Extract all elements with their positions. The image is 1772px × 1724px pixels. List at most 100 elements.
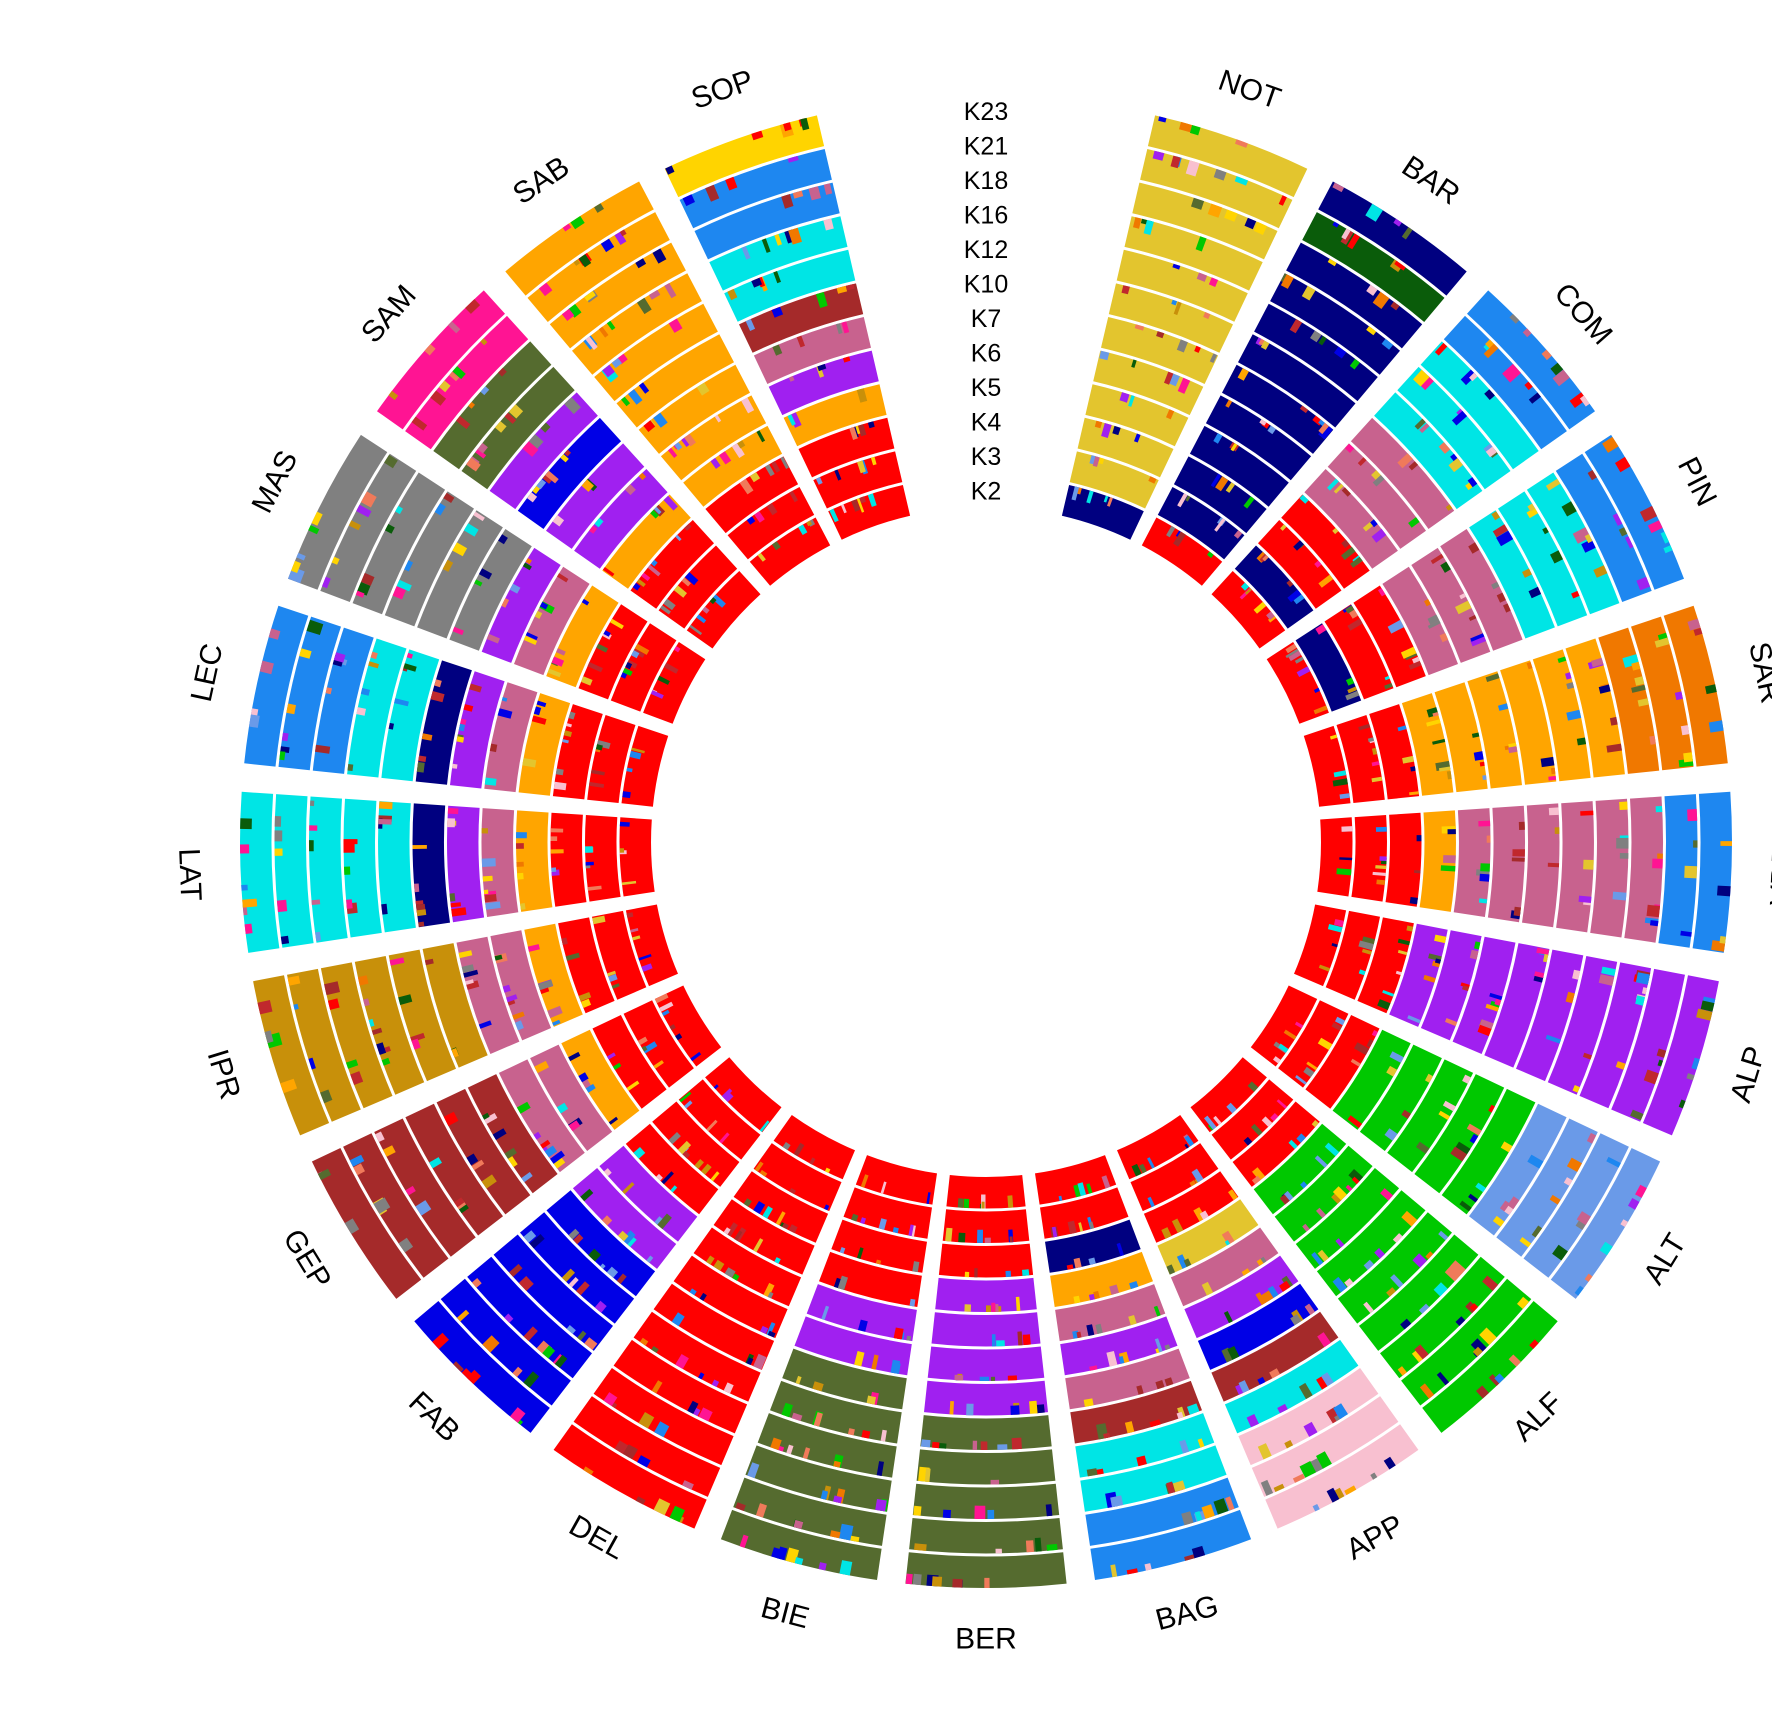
admixture-sliver <box>306 619 324 635</box>
segment-ipr-k5 <box>524 923 583 1027</box>
admixture-sliver <box>1468 615 1477 621</box>
admixture-sliver <box>404 560 414 572</box>
admixture-sliver <box>1238 1380 1250 1393</box>
admixture-sliver <box>802 1447 811 1460</box>
segment-alf-k7 <box>1295 1168 1400 1269</box>
admixture-sliver <box>1350 556 1363 568</box>
admixture-sliver <box>1214 518 1226 532</box>
admixture-sliver <box>709 597 717 605</box>
admixture-sliver <box>346 899 353 909</box>
segment-bag-k5 <box>1050 1251 1153 1307</box>
admixture-sliver <box>602 567 615 577</box>
admixture-sliver <box>1684 865 1698 879</box>
admixture-sliver <box>512 1011 525 1020</box>
admixture-sliver <box>512 1366 523 1378</box>
admixture-sliver <box>587 885 602 891</box>
admixture-sliver <box>403 663 417 672</box>
admixture-sliver <box>625 662 633 670</box>
admixture-sliver <box>681 436 692 447</box>
admixture-sliver <box>1477 1024 1492 1037</box>
admixture-sliver <box>1345 677 1355 686</box>
admixture-sliver <box>1034 1537 1042 1552</box>
admixture-sliver <box>1335 1238 1345 1248</box>
admixture-sliver <box>536 479 547 490</box>
admixture-sliver <box>1133 217 1142 229</box>
segment-sam-k2 <box>686 571 761 649</box>
admixture-sliver <box>311 511 323 526</box>
admixture-sliver <box>1413 369 1430 387</box>
admixture-sliver <box>1358 723 1371 731</box>
admixture-sliver <box>653 1498 671 1516</box>
admixture-sliver <box>1185 160 1200 177</box>
admixture-sliver <box>480 338 488 346</box>
admixture-sliver <box>628 389 643 405</box>
admixture-sliver <box>1408 660 1422 670</box>
admixture-sliver <box>1414 418 1426 430</box>
segment-sar-k12 <box>1532 649 1591 782</box>
admixture-sliver <box>1131 359 1137 368</box>
segment-com-k3 <box>1234 545 1314 629</box>
admixture-sliver <box>657 675 670 685</box>
admixture-sliver <box>1148 476 1157 484</box>
admixture-sliver <box>1423 974 1436 983</box>
admixture-sliver <box>857 460 866 474</box>
admixture-sliver <box>668 447 678 458</box>
admixture-sliver <box>1243 496 1255 509</box>
segment-lec-k16 <box>347 638 407 778</box>
admixture-sliver <box>713 1084 719 1090</box>
segment-lat-k16 <box>343 798 382 938</box>
admixture-sliver <box>1576 737 1587 746</box>
admixture-sliver <box>568 304 582 318</box>
admixture-sliver <box>1086 1183 1093 1194</box>
admixture-sliver <box>668 318 683 333</box>
admixture-sliver <box>538 979 554 991</box>
segment-sop-k2 <box>828 485 911 540</box>
admixture-sliver <box>963 1198 970 1209</box>
admixture-sliver <box>1657 853 1663 859</box>
admixture-sliver <box>1639 505 1657 522</box>
admixture-sliver <box>770 1437 782 1450</box>
admixture-sliver <box>1204 1115 1217 1130</box>
admixture-sliver <box>626 1080 640 1091</box>
admixture-sliver <box>1267 1285 1279 1298</box>
admixture-sliver <box>1110 1495 1124 1508</box>
admixture-sliver <box>1156 331 1165 339</box>
admixture-sliver <box>1116 1242 1124 1257</box>
segment-mas-k10 <box>449 529 532 651</box>
admixture-sliver <box>1549 1194 1561 1205</box>
admixture-sliver <box>381 903 388 915</box>
segment-bag-k6 <box>1055 1284 1166 1342</box>
admixture-sliver <box>1225 399 1233 408</box>
admixture-sliver <box>1303 1066 1315 1078</box>
segment-com-k18 <box>1420 341 1539 470</box>
admixture-sliver <box>1153 1305 1161 1317</box>
admixture-sliver <box>1124 1421 1135 1434</box>
admixture-sliver <box>1110 1564 1118 1578</box>
admixture-sliver <box>603 630 611 637</box>
admixture-sliver <box>249 714 260 728</box>
segment-pin-k12 <box>1469 510 1555 639</box>
admixture-sliver <box>308 525 320 535</box>
admixture-sliver <box>1545 478 1561 491</box>
segment-alt-k7 <box>1387 1059 1474 1173</box>
admixture-sliver <box>596 643 609 653</box>
admixture-sliver <box>1349 358 1360 370</box>
segment-pin-k7 <box>1411 547 1491 663</box>
admixture-sliver <box>1476 1385 1489 1399</box>
admixture-sliver <box>461 964 475 973</box>
admixture-sliver <box>1086 1324 1095 1336</box>
segment-sam-k12 <box>489 392 598 510</box>
admixture-sliver <box>1574 1285 1584 1296</box>
segment-sab-k3 <box>727 487 815 560</box>
admixture-sliver <box>760 1325 769 1334</box>
admixture-sliver <box>1136 1385 1144 1395</box>
admixture-sliver <box>268 628 281 640</box>
admixture-sliver <box>1566 1157 1582 1172</box>
admixture-sliver <box>439 380 451 393</box>
admixture-sliver <box>1719 936 1726 944</box>
admixture-sliver <box>741 397 755 414</box>
segment-ipr-k16 <box>354 956 425 1095</box>
admixture-sliver <box>1479 1327 1497 1345</box>
admixture-sliver <box>1372 871 1386 876</box>
segment-ber-k23 <box>905 1552 1067 1588</box>
